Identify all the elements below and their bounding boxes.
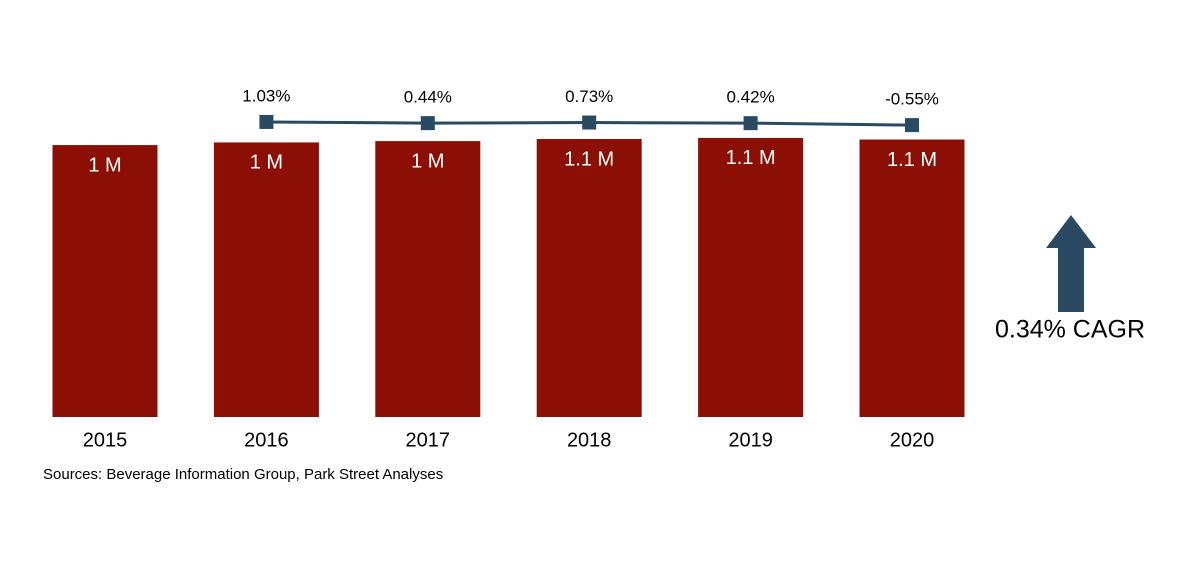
bar (213, 142, 319, 417)
bar (698, 137, 804, 417)
growth-marker (582, 115, 597, 130)
x-tick-label: 2017 (406, 429, 451, 451)
growth-label: -0.55% (885, 90, 939, 109)
growth-label: 0.42% (726, 88, 774, 107)
bar-label: 1 M (88, 154, 121, 176)
bar-label: 1.1 M (887, 149, 937, 171)
bar-label: 1 M (250, 152, 283, 174)
bar (375, 141, 481, 417)
bar (859, 139, 965, 417)
x-tick-label: 2018 (567, 429, 612, 451)
growth-marker (743, 116, 758, 131)
bar (52, 145, 158, 417)
x-tick-label: 2015 (83, 429, 128, 451)
annotation: 0.34% CAGR (995, 316, 1145, 344)
x-tick-label: 2020 (890, 429, 935, 451)
growth-label: 0.44% (404, 88, 452, 107)
bar (536, 139, 642, 417)
x-tick-label: 2016 (244, 429, 289, 451)
x-tick-label: 2019 (728, 429, 773, 451)
bar-label: 1.1 M (564, 148, 614, 170)
growth-marker (905, 118, 919, 133)
bar-label: 1 M (411, 150, 444, 172)
cagr-arrow (1046, 215, 1096, 312)
growth-marker (420, 116, 435, 131)
source-note: Sources: Beverage Information Group, Par… (43, 466, 443, 483)
growth-label: 1.03% (242, 86, 290, 105)
growth-label: 0.73% (565, 87, 613, 106)
growth-marker (259, 114, 274, 129)
bar-label: 1.1 M (726, 147, 776, 169)
